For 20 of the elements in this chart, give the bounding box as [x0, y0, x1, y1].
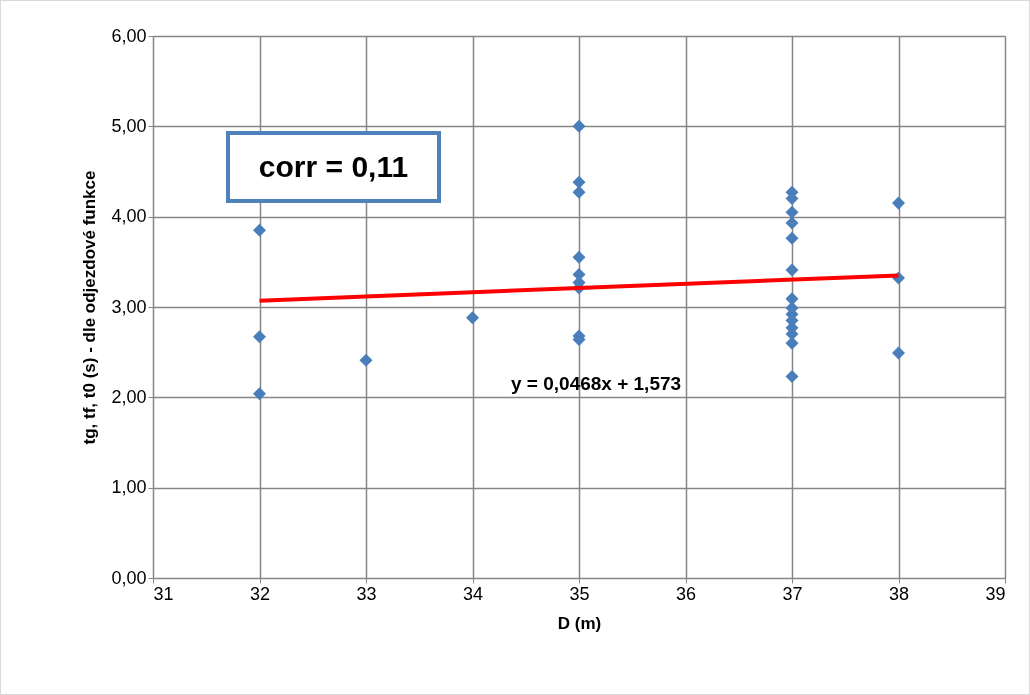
- x-tick-label: 38: [888, 583, 910, 604]
- x-tick-label: 35: [569, 583, 590, 604]
- y-tick-label: 0,00: [111, 567, 147, 588]
- y-tick-label: 3,00: [111, 296, 147, 317]
- y-axis-title: tg, tf, t0 (s) - dle odjezdové funkce: [80, 170, 100, 445]
- x-tick-label: 34: [462, 583, 484, 604]
- text-box: corr = 0,11: [226, 131, 441, 203]
- y-tick-label: 4,00: [111, 206, 147, 227]
- x-tick-label: 33: [356, 583, 377, 604]
- annotation: y = 0,0468x + 1,573: [511, 373, 682, 395]
- x-axis-title: D (m): [557, 613, 602, 633]
- y-tick-label: 1,00: [111, 477, 147, 498]
- x-tick-label: 31: [153, 583, 174, 604]
- x-tick-label: 37: [782, 583, 803, 604]
- y-tick-label: 5,00: [111, 115, 147, 136]
- y-tick-label: 2,00: [111, 386, 147, 407]
- y-tick-label: 6,00: [111, 25, 147, 46]
- x-tick-label: 36: [675, 583, 697, 604]
- x-tick-label: 39: [985, 583, 1006, 604]
- x-tick-label: 32: [249, 583, 271, 604]
